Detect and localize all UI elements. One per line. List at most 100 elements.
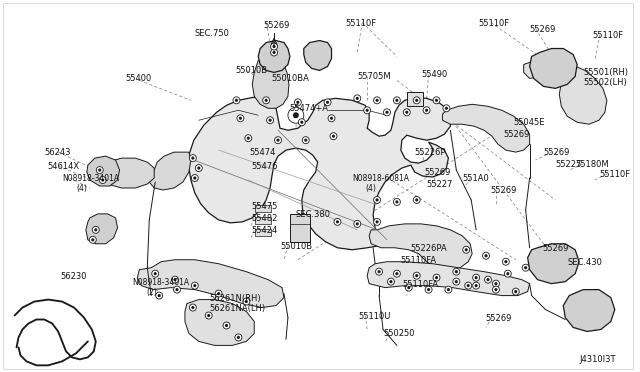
Polygon shape bbox=[87, 156, 120, 186]
Circle shape bbox=[154, 272, 157, 275]
Text: 55269: 55269 bbox=[424, 168, 451, 177]
Polygon shape bbox=[527, 244, 579, 283]
Circle shape bbox=[244, 300, 248, 303]
Circle shape bbox=[298, 119, 305, 126]
Circle shape bbox=[405, 111, 408, 114]
Circle shape bbox=[396, 272, 399, 275]
Circle shape bbox=[267, 117, 273, 124]
Circle shape bbox=[364, 107, 371, 114]
Circle shape bbox=[467, 284, 470, 287]
Circle shape bbox=[492, 280, 499, 287]
Circle shape bbox=[403, 109, 410, 116]
Circle shape bbox=[191, 157, 195, 160]
Circle shape bbox=[354, 95, 361, 102]
Text: 55180M: 55180M bbox=[575, 160, 609, 169]
Text: 55269: 55269 bbox=[543, 148, 570, 157]
Circle shape bbox=[207, 314, 211, 317]
Circle shape bbox=[475, 284, 477, 287]
Circle shape bbox=[378, 270, 381, 273]
Circle shape bbox=[101, 179, 104, 182]
Text: N08918-3401A: N08918-3401A bbox=[62, 174, 119, 183]
Circle shape bbox=[433, 97, 440, 104]
Text: 55110U: 55110U bbox=[358, 311, 390, 321]
Circle shape bbox=[522, 264, 529, 271]
Circle shape bbox=[96, 167, 103, 174]
Circle shape bbox=[173, 278, 177, 281]
Circle shape bbox=[223, 322, 230, 329]
Circle shape bbox=[475, 276, 477, 279]
Circle shape bbox=[455, 280, 458, 283]
Text: 55424: 55424 bbox=[252, 226, 278, 235]
Circle shape bbox=[271, 49, 278, 56]
Circle shape bbox=[447, 288, 450, 291]
Text: 55110F: 55110F bbox=[346, 19, 376, 28]
Circle shape bbox=[237, 115, 244, 122]
Text: 55474+A: 55474+A bbox=[289, 104, 328, 113]
Circle shape bbox=[330, 133, 337, 140]
Circle shape bbox=[394, 97, 401, 104]
Polygon shape bbox=[258, 41, 290, 73]
Circle shape bbox=[425, 286, 432, 293]
Circle shape bbox=[405, 284, 412, 291]
Circle shape bbox=[512, 288, 519, 295]
Circle shape bbox=[152, 270, 159, 277]
Circle shape bbox=[435, 276, 438, 279]
Circle shape bbox=[336, 220, 339, 224]
Polygon shape bbox=[185, 299, 254, 346]
Circle shape bbox=[356, 222, 359, 225]
Text: 55400: 55400 bbox=[125, 74, 152, 83]
Circle shape bbox=[376, 220, 379, 224]
Polygon shape bbox=[563, 290, 615, 331]
Circle shape bbox=[494, 282, 497, 285]
Circle shape bbox=[504, 260, 508, 263]
Text: 55010B: 55010B bbox=[236, 67, 268, 76]
Circle shape bbox=[385, 111, 388, 114]
Circle shape bbox=[189, 155, 196, 161]
Circle shape bbox=[407, 286, 410, 289]
Circle shape bbox=[502, 258, 509, 265]
Circle shape bbox=[504, 270, 511, 277]
Circle shape bbox=[427, 288, 430, 291]
Text: 55482: 55482 bbox=[252, 214, 278, 223]
Bar bbox=[407, 92, 422, 106]
Polygon shape bbox=[138, 260, 284, 308]
Circle shape bbox=[396, 201, 399, 203]
Text: N08918-3401A: N08918-3401A bbox=[132, 278, 189, 287]
Circle shape bbox=[484, 254, 488, 257]
Circle shape bbox=[389, 280, 392, 283]
Circle shape bbox=[293, 112, 299, 118]
Circle shape bbox=[415, 274, 419, 277]
Circle shape bbox=[264, 99, 268, 102]
Circle shape bbox=[465, 282, 472, 289]
Circle shape bbox=[486, 278, 490, 281]
Circle shape bbox=[269, 119, 271, 122]
Text: J4310I3T: J4310I3T bbox=[579, 355, 616, 364]
Circle shape bbox=[288, 107, 304, 123]
Circle shape bbox=[435, 99, 438, 102]
Circle shape bbox=[205, 312, 212, 319]
Circle shape bbox=[302, 137, 309, 144]
Text: SEC.750: SEC.750 bbox=[195, 29, 230, 38]
Circle shape bbox=[156, 292, 163, 299]
Text: 55501(RH): 55501(RH) bbox=[583, 68, 628, 77]
Text: 56261N(RH): 56261N(RH) bbox=[210, 294, 261, 302]
Circle shape bbox=[492, 286, 499, 293]
Circle shape bbox=[296, 101, 300, 104]
Text: (4): (4) bbox=[365, 184, 376, 193]
Circle shape bbox=[425, 109, 428, 112]
Polygon shape bbox=[367, 262, 530, 296]
Text: 55227: 55227 bbox=[556, 160, 582, 169]
Circle shape bbox=[376, 268, 383, 275]
Circle shape bbox=[415, 198, 419, 202]
Polygon shape bbox=[86, 214, 118, 244]
Circle shape bbox=[189, 304, 196, 311]
Text: 55110F: 55110F bbox=[592, 31, 623, 39]
Circle shape bbox=[506, 272, 509, 275]
Circle shape bbox=[326, 101, 329, 104]
Text: 55110F: 55110F bbox=[478, 19, 509, 28]
Polygon shape bbox=[304, 41, 332, 70]
Circle shape bbox=[294, 99, 301, 106]
Circle shape bbox=[356, 97, 359, 100]
Circle shape bbox=[215, 290, 222, 297]
Circle shape bbox=[271, 43, 278, 50]
